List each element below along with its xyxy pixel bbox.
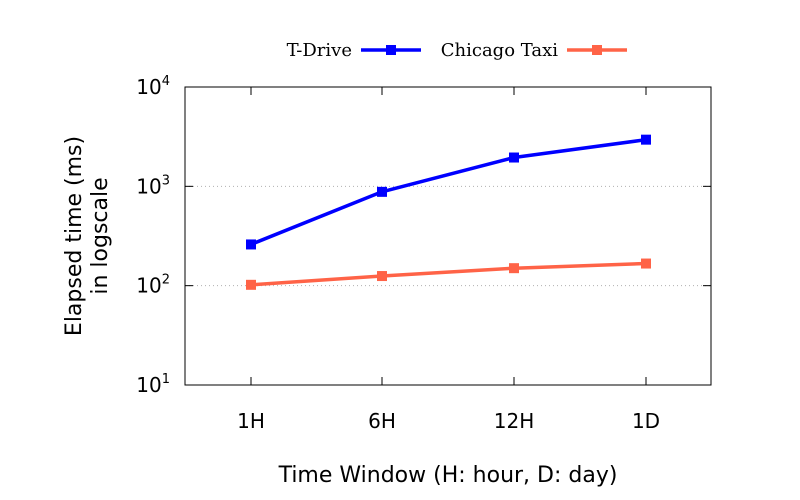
- x-tick-label: 1H: [237, 409, 265, 433]
- y-axis-title: Elapsed time (ms) in logscale: [62, 136, 113, 336]
- series-layer: [246, 134, 651, 290]
- y-tick-label: 104: [136, 74, 170, 99]
- legend-label-t-drive: T-Drive: [287, 40, 352, 61]
- x-tick-label: 6H: [368, 409, 396, 433]
- y-tick-label: 103: [136, 173, 170, 198]
- x-tick-label: 1D: [632, 409, 660, 433]
- y-tick-label: 102: [136, 273, 170, 298]
- legend-marker-t-drive: [386, 45, 396, 55]
- data-point-t-drive: [509, 152, 519, 163]
- data-point-t-drive: [246, 239, 256, 250]
- data-point-t-drive: [641, 134, 651, 145]
- legend-marker-chicago-taxi: [592, 45, 602, 55]
- series-line-t-drive: [250, 137, 647, 247]
- x-axis-title: Time Window (H: hour, D: day): [278, 463, 618, 488]
- y-axis-title-line-1: Elapsed time (ms): [62, 136, 87, 336]
- y-axis-title-line-2: in logscale: [88, 177, 113, 294]
- x-axis: 1H 6H 12H 1D: [237, 87, 660, 433]
- data-point-chicago-taxi: [641, 258, 651, 269]
- series-line-chicago-taxi: [250, 261, 647, 287]
- data-point-chicago-taxi: [246, 279, 256, 290]
- legend: T-Drive Chicago Taxi: [287, 40, 627, 61]
- legend-label-chicago-taxi: Chicago Taxi: [441, 40, 559, 61]
- data-point-chicago-taxi: [509, 263, 519, 274]
- y-axis: 101 102 103 104: [136, 74, 711, 397]
- data-point-chicago-taxi: [377, 271, 387, 282]
- x-tick-label: 12H: [494, 409, 535, 433]
- data-point-t-drive: [377, 186, 387, 197]
- plot-area-frame: [184, 86, 712, 386]
- y-tick-label: 101: [136, 372, 170, 397]
